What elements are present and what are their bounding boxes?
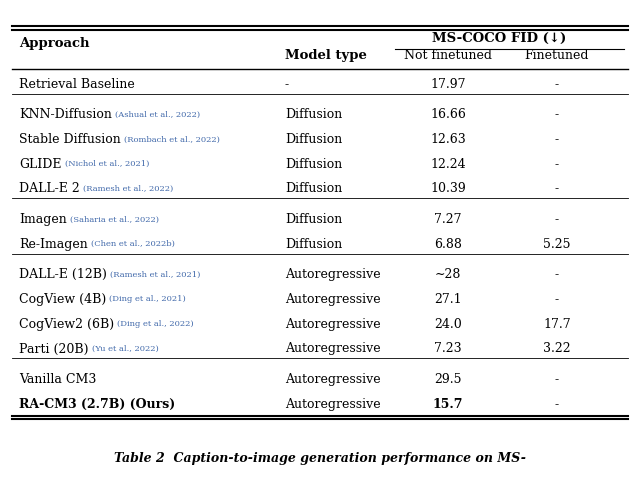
Text: -: - bbox=[555, 397, 559, 410]
Text: Stable Diffusion: Stable Diffusion bbox=[19, 133, 121, 146]
Text: -: - bbox=[555, 133, 559, 146]
Text: RA-CM3 (2.7B) (Ours): RA-CM3 (2.7B) (Ours) bbox=[19, 397, 175, 410]
Text: (Ding et al., 2022): (Ding et al., 2022) bbox=[117, 319, 194, 328]
Text: 16.66: 16.66 bbox=[430, 108, 466, 121]
Text: Diffusion: Diffusion bbox=[285, 133, 342, 146]
Text: Autoregressive: Autoregressive bbox=[285, 342, 380, 355]
Text: 6.88: 6.88 bbox=[434, 237, 462, 250]
Text: 17.7: 17.7 bbox=[543, 317, 571, 330]
Text: CogView (4B): CogView (4B) bbox=[19, 292, 106, 305]
Text: (Nichol et al., 2021): (Nichol et al., 2021) bbox=[65, 160, 149, 168]
Text: Model type: Model type bbox=[285, 49, 367, 62]
Text: 29.5: 29.5 bbox=[435, 372, 461, 385]
Text: 12.24: 12.24 bbox=[430, 157, 466, 170]
Text: -: - bbox=[555, 157, 559, 170]
Text: (Ramesh et al., 2022): (Ramesh et al., 2022) bbox=[83, 184, 173, 193]
Text: KNN-Diffusion: KNN-Diffusion bbox=[19, 108, 112, 121]
Text: Not finetuned: Not finetuned bbox=[404, 49, 492, 62]
Text: 3.22: 3.22 bbox=[543, 342, 571, 355]
Text: -: - bbox=[555, 292, 559, 305]
Text: (Chen et al., 2022b): (Chen et al., 2022b) bbox=[91, 240, 175, 248]
Text: 27.1: 27.1 bbox=[434, 292, 462, 305]
Text: Diffusion: Diffusion bbox=[285, 212, 342, 226]
Text: Autoregressive: Autoregressive bbox=[285, 317, 380, 330]
Text: Diffusion: Diffusion bbox=[285, 182, 342, 195]
Text: (Rombach et al., 2022): (Rombach et al., 2022) bbox=[124, 135, 220, 143]
Text: Diffusion: Diffusion bbox=[285, 157, 342, 170]
Text: DALL-E (12B): DALL-E (12B) bbox=[19, 268, 107, 281]
Text: 5.25: 5.25 bbox=[543, 237, 570, 250]
Text: (Ramesh et al., 2021): (Ramesh et al., 2021) bbox=[110, 270, 200, 278]
Text: -: - bbox=[555, 212, 559, 226]
Text: -: - bbox=[555, 268, 559, 281]
Text: DALL-E 2: DALL-E 2 bbox=[19, 182, 80, 195]
Text: MS-COCO FID (↓): MS-COCO FID (↓) bbox=[432, 32, 566, 45]
Text: ∼28: ∼28 bbox=[435, 268, 461, 281]
Text: CogView2 (6B): CogView2 (6B) bbox=[19, 317, 115, 330]
Text: Finetuned: Finetuned bbox=[525, 49, 589, 62]
Text: (Ding et al., 2021): (Ding et al., 2021) bbox=[109, 295, 186, 303]
Text: Table 2  Caption-to-image generation performance on MS-: Table 2 Caption-to-image generation perf… bbox=[114, 451, 526, 464]
Text: -: - bbox=[555, 372, 559, 385]
Text: (Yu et al., 2022): (Yu et al., 2022) bbox=[92, 344, 159, 352]
Text: Autoregressive: Autoregressive bbox=[285, 268, 380, 281]
Text: (Ashual et al., 2022): (Ashual et al., 2022) bbox=[115, 110, 200, 119]
Text: Diffusion: Diffusion bbox=[285, 108, 342, 121]
Text: 7.27: 7.27 bbox=[435, 212, 461, 226]
Text: Retrieval Baseline: Retrieval Baseline bbox=[19, 77, 135, 91]
Text: -: - bbox=[555, 182, 559, 195]
Text: (Saharia et al., 2022): (Saharia et al., 2022) bbox=[70, 215, 159, 223]
Text: 17.97: 17.97 bbox=[430, 77, 466, 91]
Text: -: - bbox=[285, 77, 289, 91]
Text: Autoregressive: Autoregressive bbox=[285, 372, 380, 385]
Text: Autoregressive: Autoregressive bbox=[285, 397, 380, 410]
Text: Autoregressive: Autoregressive bbox=[285, 292, 380, 305]
Text: 24.0: 24.0 bbox=[434, 317, 462, 330]
Text: Approach: Approach bbox=[19, 37, 90, 50]
Text: Imagen: Imagen bbox=[19, 212, 67, 226]
Text: Parti (20B): Parti (20B) bbox=[19, 342, 89, 355]
Text: 7.23: 7.23 bbox=[434, 342, 462, 355]
Text: -: - bbox=[555, 108, 559, 121]
Text: 12.63: 12.63 bbox=[430, 133, 466, 146]
Text: Vanilla CM3: Vanilla CM3 bbox=[19, 372, 97, 385]
Text: -: - bbox=[555, 77, 559, 91]
Text: Diffusion: Diffusion bbox=[285, 237, 342, 250]
Text: 15.7: 15.7 bbox=[433, 397, 463, 410]
Text: 10.39: 10.39 bbox=[430, 182, 466, 195]
Text: Re-Imagen: Re-Imagen bbox=[19, 237, 88, 250]
Text: GLIDE: GLIDE bbox=[19, 157, 61, 170]
